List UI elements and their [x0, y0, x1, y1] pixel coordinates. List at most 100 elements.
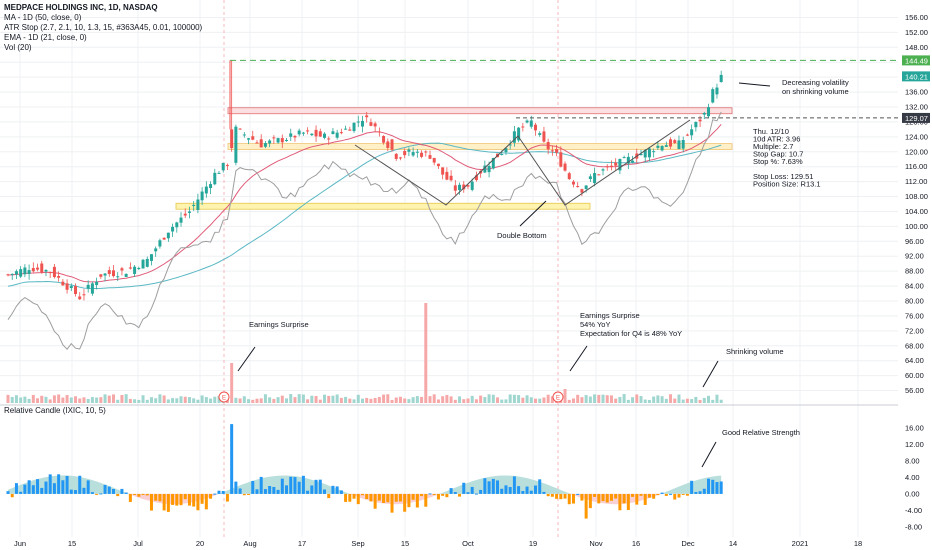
- relative-candle-bar: [255, 489, 259, 494]
- relative-candle-bar: [567, 493, 571, 505]
- relative-candle-bar: [183, 493, 187, 500]
- candle-body: [166, 232, 170, 239]
- candle-body: [74, 286, 78, 295]
- candle-body: [352, 122, 356, 132]
- candle-body: [593, 173, 597, 184]
- candle-body: [348, 129, 352, 131]
- volume-bar: [259, 398, 263, 403]
- candle-body: [61, 281, 65, 286]
- relative-candle-bar: [660, 492, 664, 494]
- time-axis-tick: Jun: [14, 539, 26, 548]
- price-label-text: 140.21: [905, 72, 928, 81]
- relative-candle-bar: [280, 478, 284, 494]
- volume-bar: [116, 399, 120, 403]
- relative-candle-bar: [149, 493, 153, 511]
- candle-body: [280, 138, 284, 143]
- earnings-arrow-1: [237, 346, 256, 372]
- volume-bar: [588, 396, 592, 403]
- legend-ma50[interactable]: MA - 1D (50, close, 0): [4, 13, 82, 22]
- relative-candle-bar: [234, 481, 238, 494]
- price-axis-tick: 88.00: [905, 267, 924, 276]
- relative-candle-bar: [99, 493, 103, 495]
- candle-body: [605, 166, 609, 168]
- relative-candle-bar: [609, 493, 613, 501]
- atr-stop-stats: Thu. 12/10: [753, 127, 789, 136]
- relative-candle-bar: [369, 493, 373, 502]
- volume-bar: [352, 399, 356, 403]
- candle-body: [420, 152, 424, 157]
- volume-bar: [242, 396, 246, 403]
- relative-candle-bar: [171, 493, 175, 505]
- legend-relative-candle[interactable]: Relative Candle (IXIC, 10, 5): [4, 406, 106, 415]
- relative-candle-bar: [698, 491, 702, 494]
- relative-candle-bar: [529, 490, 533, 494]
- candle-body: [23, 267, 27, 275]
- grid-lines: [0, 0, 898, 537]
- volume-bar: [348, 398, 352, 403]
- time-axis-tick: Dec: [681, 539, 695, 548]
- candle-body: [698, 119, 702, 122]
- price-axis-tick: 56.00: [905, 386, 924, 395]
- volume-bar: [293, 397, 297, 403]
- candle-body: [483, 165, 487, 173]
- relative-candle-bar: [19, 491, 23, 494]
- legend-atr-stop[interactable]: ATR Stop (2.7, 2.1, 10, 1.3, 15, #363A45…: [4, 23, 203, 32]
- volume-bar: [698, 399, 702, 403]
- price-axis-tick: 120.00: [905, 147, 928, 156]
- time-axis-tick: 16: [632, 539, 640, 548]
- relative-candle-bar: [339, 490, 343, 494]
- candle-body: [200, 191, 204, 201]
- volume-bar: [310, 395, 314, 403]
- relative-candle-bar: [276, 489, 280, 494]
- relative-candle-bar: [656, 493, 660, 496]
- relative-candle-bar: [534, 485, 537, 494]
- price-axis-tick: 136.00: [905, 88, 928, 97]
- relative-candle-bar: [137, 493, 141, 497]
- relative-candle-bar: [314, 479, 318, 494]
- relative-candle-bar: [669, 493, 673, 495]
- candle-body: [268, 140, 272, 144]
- volume-bar: [500, 399, 504, 403]
- volume-bar: [483, 397, 487, 403]
- volume-bar: [398, 396, 402, 403]
- volume-bar: [137, 399, 141, 403]
- candle-body: [656, 145, 660, 148]
- legend-symbol[interactable]: MEDPACE HOLDINGS INC, 1D, NASDAQ: [4, 3, 158, 12]
- legend-ema21[interactable]: EMA - 1D (21, close, 0): [4, 33, 87, 42]
- relative-candle-bar: [711, 479, 715, 494]
- candle-body: [14, 271, 18, 275]
- candle-body: [588, 176, 592, 180]
- candle-body: [500, 154, 504, 156]
- legend-volume[interactable]: Vol (20): [4, 43, 32, 52]
- volume-bar: [133, 399, 137, 403]
- axes: 156.00152.00148.00144.00140.00136.00132.…: [14, 13, 930, 548]
- candle-body: [272, 137, 276, 139]
- volume-bar: [407, 399, 411, 403]
- candle-body: [103, 273, 107, 276]
- relative-candle-bar: [31, 485, 35, 494]
- candle-body: [52, 266, 56, 278]
- good-relative-strength-arrow: [701, 441, 717, 468]
- relative-candle-bar: [90, 492, 94, 494]
- volume-bar: [441, 396, 445, 403]
- relative-candle-bar: [386, 493, 390, 503]
- relative-candle-bar: [242, 493, 246, 496]
- volume-bar: [664, 398, 668, 403]
- volume-bar: [512, 394, 516, 403]
- relative-candle-bar: [116, 493, 120, 497]
- candle-body: [242, 134, 246, 136]
- relative-candle-bar: [681, 493, 685, 495]
- candle-body: [31, 268, 35, 272]
- relative-candle-bar: [10, 493, 14, 498]
- candle-body: [230, 129, 234, 149]
- price-axis-tick: 92.00: [905, 252, 924, 261]
- volume-bar: [285, 398, 289, 403]
- candle-body: [428, 155, 432, 159]
- relative-candle-bar: [508, 486, 512, 494]
- candle-body: [647, 148, 651, 158]
- candle-body: [276, 138, 280, 143]
- shrinking-volume-arrow: [702, 360, 719, 388]
- candle-body: [318, 131, 322, 137]
- relative-candle-bar: [635, 493, 639, 505]
